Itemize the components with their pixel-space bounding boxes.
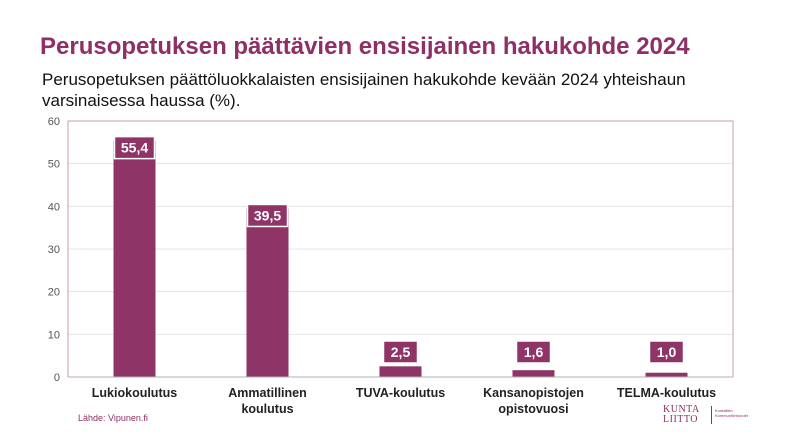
y-tick-label: 50 bbox=[48, 159, 60, 171]
value-label: 39,5 bbox=[254, 207, 281, 223]
y-tick-label: 60 bbox=[48, 116, 60, 128]
y-tick-label: 40 bbox=[48, 201, 60, 213]
value-label: 1,0 bbox=[657, 344, 677, 360]
category-label: Lukiokoulutus bbox=[92, 386, 177, 400]
logo-line-2: LIITTO bbox=[663, 414, 699, 425]
bar bbox=[113, 140, 156, 377]
category-label: Ammatillinen bbox=[228, 386, 307, 400]
value-label: 55,4 bbox=[121, 140, 148, 156]
value-label-box bbox=[648, 340, 685, 364]
chart-title: Perusopetuksen päättävien ensisijainen h… bbox=[40, 33, 690, 60]
value-label-box bbox=[382, 340, 419, 364]
value-label-box bbox=[515, 340, 552, 364]
chart-subtitle: Perusopetuksen päättöluokkalaisten ensis… bbox=[42, 70, 686, 110]
logo-subline-2: Kommunförbundet bbox=[715, 413, 748, 418]
value-label-box bbox=[246, 203, 289, 228]
logo-separator bbox=[711, 406, 712, 424]
value-label: 1,6 bbox=[524, 344, 544, 360]
category-label: TUVA-koulutus bbox=[356, 386, 445, 400]
value-label-box bbox=[113, 135, 156, 160]
plot-frame bbox=[67, 120, 734, 377]
logo-line-1: KUNTA bbox=[663, 404, 700, 415]
source-note: Lähde: Vipunen.fi bbox=[78, 413, 148, 423]
bar bbox=[379, 366, 422, 377]
category-label: koulutus bbox=[241, 402, 293, 416]
y-tick-label: 0 bbox=[54, 372, 60, 384]
bar bbox=[645, 372, 688, 377]
kuntaliitto-logo: KUNTA LIITTO Kuntaliitto Kommunförbundet bbox=[663, 405, 753, 427]
category-label: opistovuosi bbox=[498, 402, 568, 416]
category-label: Kansanopistojen bbox=[483, 386, 584, 400]
bar bbox=[512, 370, 555, 377]
bar bbox=[246, 208, 289, 377]
logo-subline-1: Kuntaliitto bbox=[715, 408, 733, 413]
value-label: 2,5 bbox=[391, 344, 411, 360]
y-tick-label: 10 bbox=[48, 329, 60, 341]
y-tick-label: 30 bbox=[48, 244, 60, 256]
category-label: TELMA-koulutus bbox=[617, 386, 716, 400]
y-tick-label: 20 bbox=[48, 287, 60, 299]
